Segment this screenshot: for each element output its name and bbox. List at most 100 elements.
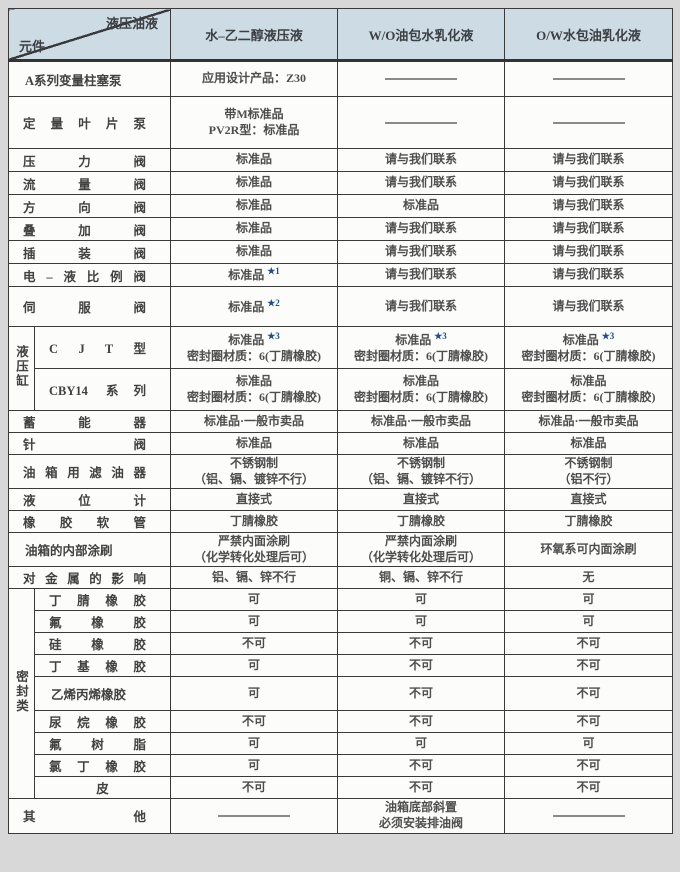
cell-value: 铝、镉、锌不行 (170, 566, 338, 590)
table-row: 乙烯丙烯橡胶可不可 不可 (9, 676, 673, 712)
cell-value: 请与我们联系 (337, 217, 505, 241)
cell-value: 请与我们联系 (337, 263, 505, 287)
cell-value: 标准品 ★3 密封圈材质：6(丁腈橡胶) (504, 326, 673, 369)
cell-value: 请与我们联系 (337, 286, 505, 327)
table-row: 油箱的内部涂刷 严禁内面涂刷 （化学转化处理后可） 严禁内面涂刷 （化学转化处理后可）环… (8, 532, 673, 568)
cell-value: 请与我们联系 (504, 194, 673, 218)
row-label: 伺服阀 (8, 286, 171, 327)
row-label: 液位计 (8, 488, 171, 512)
table-row: 硅橡胶 不可 不可 不可 (9, 632, 673, 656)
row-label: 橡胶软管 (8, 510, 171, 534)
table-row: 丁基橡胶可不可 不可 (9, 654, 673, 678)
column-header-ow-emulsion: O/W水包油乳化液 (504, 8, 673, 62)
cell-value: 请与我们联系 (337, 171, 505, 195)
cell-value: 丁腈橡胶 (337, 510, 505, 534)
cell-empty-dash (337, 60, 505, 97)
cell-value: 标准品 ★1 (170, 263, 338, 287)
row-group-label: 密封类 (8, 588, 35, 800)
cell-value: 不可 (170, 710, 338, 734)
cell-value: 可 (170, 676, 338, 712)
cell-value: 可 (170, 588, 338, 612)
cell-empty-dash (504, 60, 673, 97)
table-row: 氯丁橡胶可不可 不可 (9, 754, 673, 778)
row-label: 插装阀 (8, 240, 171, 264)
cell-value: 应用设计产品：Z30 (170, 60, 338, 97)
cell-value: 不可 (504, 632, 673, 656)
table-row: 压力阀 标准品 请与我们联系 请与我们联系 (8, 148, 673, 172)
cell-value: 环氧系可内面涂刷 (504, 532, 673, 568)
cell-value: 严禁内面涂刷 （化学转化处理后可） (337, 532, 505, 568)
cell-empty-dash (504, 96, 673, 149)
cell-value: 不可 (337, 676, 505, 712)
cell-value: 请与我们联系 (504, 217, 673, 241)
cell-value: 可 (337, 732, 505, 756)
cell-value: 标准品 (170, 171, 338, 195)
dash-line (218, 815, 290, 818)
row-label: 定量叶片泵 (8, 96, 171, 149)
row-label: 电–液比例阀 (8, 263, 171, 287)
row-label: 压力阀 (8, 148, 171, 172)
row-label: 流量阀 (8, 171, 171, 195)
column-header-wo-emulsion: W/O油包水乳化液 (337, 8, 505, 62)
cell-value: 标准品 (170, 148, 338, 172)
cell-value: 标准品 ★3 密封圈材质：6(丁腈橡胶) (170, 326, 338, 369)
cell-value: 可 (504, 588, 673, 612)
row-label: 氟树脂 (34, 732, 171, 756)
cell-value: 不可 (504, 710, 673, 734)
cell-value: 标准品 密封圈材质：6(丁腈橡胶) (337, 368, 505, 411)
row-label: CBY14 系列 (34, 368, 171, 411)
cell-value: 请与我们联系 (504, 286, 673, 327)
cell-value: 标准品 (337, 194, 505, 218)
cell-value: 可 (337, 588, 505, 612)
star-footnote: ★1 (267, 266, 280, 277)
cell-value: 可 (170, 654, 338, 678)
table-row: 流量阀 标准品 请与我们联系 请与我们联系 (8, 171, 673, 195)
cell-value: 可 (170, 610, 338, 634)
corner-header-fluid-label: 液压油液 (105, 16, 158, 31)
cell-value: 直接式 (504, 488, 673, 512)
cell-value: 可 (504, 732, 673, 756)
table-row: A系列变量柱塞泵 应用设计产品：Z30 (8, 60, 673, 97)
cell-value: 可 (170, 754, 338, 778)
cell-value: 不可 (504, 654, 673, 678)
table-row: 方向阀 标准品 标准品 请与我们联系 (8, 194, 673, 218)
row-label: 硅橡胶 (34, 632, 171, 656)
dash-line (552, 121, 625, 124)
header-row: 液压油液 元件 水–乙二醇液压液 W/O油包水乳化液 O/W水包油乳化液 (8, 8, 673, 62)
row-label: 油箱用滤油器 (8, 453, 171, 490)
dash-line (552, 815, 625, 818)
cell-value: 不锈钢制 （铝、镉、镀锌不行） (337, 453, 505, 490)
cell-value: 可 (337, 610, 505, 634)
table-row: 插装阀 标准品 请与我们联系 请与我们联系 (8, 240, 673, 264)
cell-value: 丁腈橡胶 (504, 510, 673, 534)
cell-value: 不可 (337, 754, 505, 778)
corner-header-cell: 液压油液 元件 (8, 8, 171, 62)
table-row: 橡胶软管 丁腈橡胶 丁腈橡胶 丁腈橡胶 (8, 510, 673, 534)
cell-value: 标准品 (170, 240, 338, 264)
cell-value: 不锈钢制 （铝、镉、镀锌不行） (170, 453, 338, 490)
table-row: 皮不可 不可 不可 (9, 776, 673, 800)
cell-value: 可 (170, 732, 338, 756)
row-label: 氟橡胶 (34, 610, 171, 634)
table-row: 液压缸 C J T 型标准品 ★3 密封圈材质：6(丁腈橡胶) 标准品 ★3 密封圈材质… (8, 326, 673, 411)
cell-value: 可 (504, 610, 673, 634)
table-row: 蓄能器 标准品·一般市卖品 标准品·一般市卖品 标准品·一般市卖品 (8, 410, 673, 433)
table-row: 叠加阀 标准品 请与我们联系 请与我们联系 (8, 217, 673, 241)
table-row: 氟橡胶可可可 (9, 610, 673, 634)
cell-empty-dash (504, 798, 673, 834)
table-row: 针阀 标准品 标准品 标准品 (8, 432, 673, 455)
cell-value: 标准品 密封圈材质：6(丁腈橡胶) (170, 368, 338, 411)
row-label: 油箱的内部涂刷 (8, 532, 171, 568)
cell-value: 严禁内面涂刷 （化学转化处理后可） (170, 532, 338, 568)
cell-value: 铜、镉、锌不行 (337, 566, 505, 590)
row-label: 蓄能器 (8, 410, 171, 433)
cell-value: 标准品 密封圈材质：6(丁腈橡胶) (504, 368, 673, 411)
table-row: 伺服阀 标准品 ★2 请与我们联系 请与我们联系 (8, 286, 673, 327)
row-label: 针阀 (8, 432, 171, 455)
row-label: 皮 (34, 776, 171, 800)
dash-line (552, 78, 625, 81)
row-label: 尿烷橡胶 (34, 710, 171, 734)
row-label: 乙烯丙烯橡胶 (34, 676, 171, 712)
row-label: 其他 (8, 798, 171, 834)
